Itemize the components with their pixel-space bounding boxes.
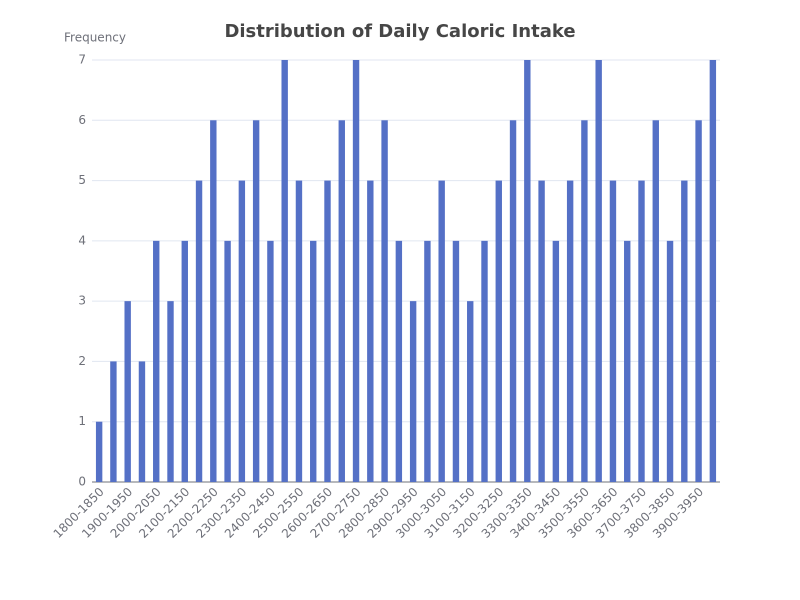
bar <box>224 240 231 482</box>
y-tick-label: 4 <box>78 233 86 247</box>
bar <box>110 361 117 482</box>
bar <box>652 120 659 483</box>
bar <box>138 361 146 482</box>
bar <box>124 301 131 482</box>
bar <box>295 180 303 483</box>
y-axis-label: Frequency <box>64 31 126 45</box>
bar <box>281 60 288 482</box>
bar <box>666 240 674 482</box>
bar <box>238 180 246 483</box>
bar <box>452 240 460 482</box>
bar <box>624 240 631 482</box>
bar <box>495 180 502 483</box>
bar <box>409 301 417 482</box>
y-tick-label: 7 <box>78 53 86 67</box>
bar <box>681 180 688 483</box>
bar <box>709 60 717 482</box>
bar <box>595 60 602 482</box>
bar <box>195 180 203 483</box>
bar <box>395 240 403 482</box>
bar <box>538 180 545 483</box>
bar <box>252 120 260 483</box>
bar <box>352 60 360 482</box>
bar <box>167 301 174 482</box>
chart-title: Distribution of Daily Caloric Intake <box>224 21 575 42</box>
bar <box>695 120 702 483</box>
bar <box>181 240 188 482</box>
bar <box>424 240 431 482</box>
bar <box>509 120 517 483</box>
y-tick-label: 6 <box>78 113 86 127</box>
y-tick-label: 5 <box>78 173 86 187</box>
y-tick-label: 1 <box>78 414 86 428</box>
y-tick-label: 0 <box>78 475 86 489</box>
bar <box>310 240 317 482</box>
y-tick-label: 2 <box>78 354 86 368</box>
y-tick-label: 3 <box>78 294 86 308</box>
bar <box>524 60 531 482</box>
bar <box>638 180 645 483</box>
bar <box>467 301 474 482</box>
bar <box>338 120 345 483</box>
bar <box>566 180 574 483</box>
bar <box>609 180 617 483</box>
bar <box>324 180 331 483</box>
bar <box>367 180 374 483</box>
bar <box>381 120 388 483</box>
bar <box>581 120 588 483</box>
bar <box>267 240 274 482</box>
bar <box>438 180 445 483</box>
bar <box>153 240 160 482</box>
bar <box>481 240 488 482</box>
bar <box>95 421 103 482</box>
bar <box>552 240 560 482</box>
bar <box>210 120 217 483</box>
